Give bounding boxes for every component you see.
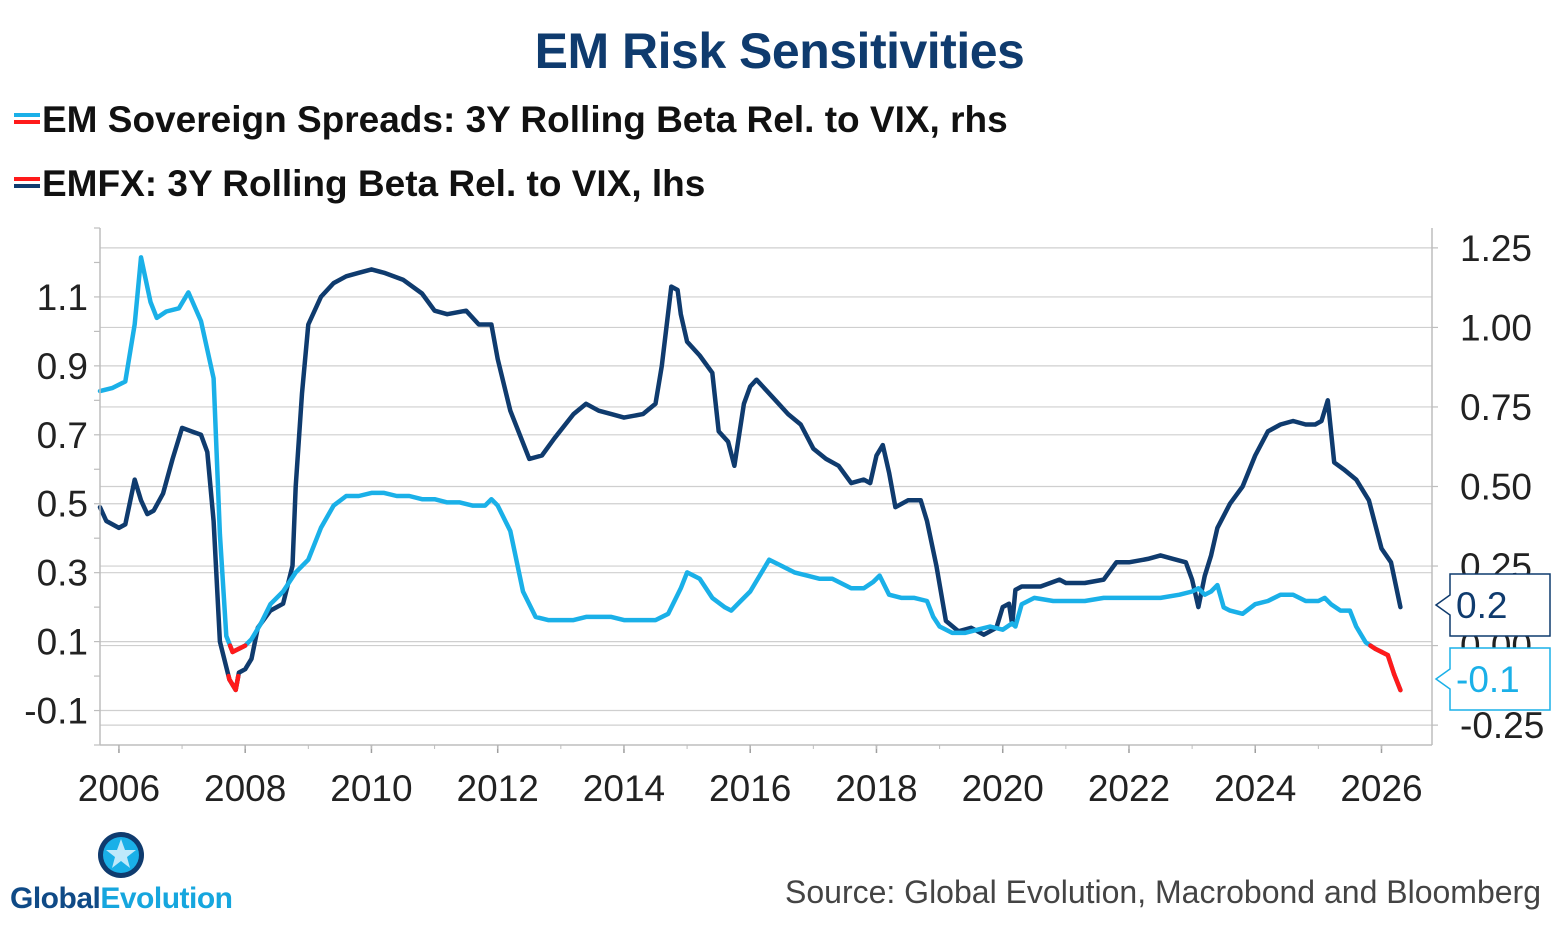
logo-text: GlobalEvolution: [10, 882, 233, 916]
x-tick-label: 2026: [1340, 768, 1422, 809]
x-tick-label: 2008: [204, 768, 286, 809]
star-globe-icon: [98, 832, 144, 878]
last-value-box: [1434, 647, 1551, 711]
y-left-tick-label: 0.7: [37, 415, 88, 456]
x-tick-label: 2014: [583, 768, 665, 809]
axes: -0.10.10.30.50.70.91.1-0.250.000.250.500…: [24, 227, 1544, 809]
x-tick-label: 2006: [78, 768, 160, 809]
series-lines: [97, 255, 1403, 693]
series-negative-segment: [233, 673, 241, 693]
y-left-tick-label: 0.1: [37, 622, 88, 663]
y-right-tick-label: 1.25: [1460, 228, 1532, 269]
x-tick-label: 2020: [962, 768, 1044, 809]
legend-swatch-emfx-icon: [14, 176, 40, 190]
y-right-tick-label: 0.75: [1460, 387, 1532, 428]
x-tick-label: 2022: [1088, 768, 1170, 809]
source-note: Source: Global Evolution, Macrobond and …: [785, 874, 1541, 910]
last-value-label: -0.1: [1456, 659, 1520, 700]
series-line-spreads: [97, 255, 1403, 693]
legend-label-spreads: EM Sovereign Spreads: 3Y Rolling Beta Re…: [42, 99, 1008, 140]
legend-label-emfx: EMFX: 3Y Rolling Beta Rel. to VIX, lhs: [42, 163, 706, 204]
series-line-emfx: [97, 267, 1403, 693]
y-left-tick-label: 1.1: [37, 277, 88, 318]
company-logo: GlobalEvolution: [10, 830, 240, 920]
x-tick-label: 2024: [1214, 768, 1296, 809]
series-negative-segment: [1391, 671, 1403, 693]
legend-swatch-spreads-icon: [14, 112, 40, 126]
x-tick-label: 2010: [330, 768, 412, 809]
last-value-label: 0.2: [1456, 585, 1507, 626]
y-right-tick-label: 1.00: [1460, 307, 1532, 348]
y-left-tick-label: 0.3: [37, 553, 88, 594]
x-tick-label: 2012: [457, 768, 539, 809]
legend-item-emfx: EMFX: 3Y Rolling Beta Rel. to VIX, lhs: [14, 163, 705, 205]
y-left-tick-label: -0.1: [24, 691, 88, 732]
last-value-box: [1434, 573, 1551, 637]
legend-item-spreads: EM Sovereign Spreads: 3Y Rolling Beta Re…: [14, 99, 1008, 141]
y-left-tick-label: 0.9: [37, 346, 88, 387]
chart-title: EM Risk Sensitivities: [534, 23, 1025, 79]
logo-text-part2: Evolution: [100, 882, 233, 915]
x-tick-label: 2016: [709, 768, 791, 809]
y-left-tick-label: 0.5: [37, 484, 88, 525]
y-right-tick-label: -0.25: [1460, 705, 1544, 746]
series-negative-segment: [236, 643, 248, 652]
series-negative-segment: [1385, 652, 1397, 677]
grid-lines: [100, 247, 1432, 726]
logo-text-part1: Global: [10, 882, 101, 915]
y-right-tick-label: 0.50: [1460, 467, 1532, 508]
last-value-callouts: 0.2 -0.1: [1434, 573, 1551, 711]
x-tick-label: 2018: [835, 768, 917, 809]
